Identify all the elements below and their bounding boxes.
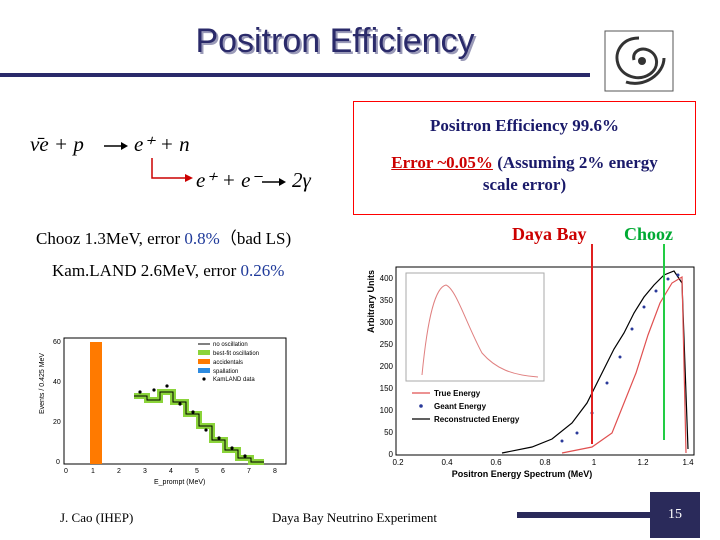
kamland-xtick: 1 bbox=[91, 468, 95, 475]
equation-lhs: ν̄e + p bbox=[30, 132, 84, 156]
spectrum-xtick: 0.6 bbox=[490, 458, 502, 467]
kamland-xtick: 7 bbox=[247, 468, 251, 475]
kamland-yticks: 0 20 40 60 bbox=[53, 339, 61, 466]
accidentals-bar bbox=[90, 342, 102, 464]
daya-bay-label: Daya Bay bbox=[512, 224, 587, 244]
footer-bar bbox=[517, 512, 650, 518]
positron-spectrum-plot: Arbitrary Units 0 50 100 150 200 250 300… bbox=[366, 266, 695, 479]
kamland-data-points bbox=[138, 384, 247, 458]
spectrum-xticks: 0.2 0.4 0.6 0.8 1 1.2 1.4 bbox=[392, 458, 694, 467]
title-underline bbox=[0, 73, 590, 77]
inset-plot bbox=[405, 272, 545, 382]
page-title: Positron Efficiency bbox=[195, 22, 475, 60]
spectrum-ytick: 150 bbox=[380, 384, 394, 393]
spectrum-ytick: 100 bbox=[380, 406, 394, 415]
kamland-ytick: 20 bbox=[53, 419, 61, 426]
page-number: 15 bbox=[650, 492, 700, 538]
legend-entry: accidentals bbox=[213, 360, 243, 366]
geant-energy-points bbox=[560, 273, 680, 443]
chooz-note: Chooz 1.3MeV, error 0.8%（bad LS) bbox=[36, 229, 292, 248]
spectrum-ytick: 350 bbox=[380, 296, 394, 305]
spectrum-xtick: 1.4 bbox=[682, 458, 694, 467]
spectrum-ytick: 200 bbox=[380, 362, 394, 371]
kamland-note: Kam.LAND 2.6MeV, error 0.26% bbox=[52, 261, 285, 280]
kamland-spectrum-plot: Events / 0.425 MeV 0 20 40 60 0 1 2 3 4 … bbox=[39, 337, 287, 486]
spectrum-yticks: 0 50 100 150 200 250 300 350 400 bbox=[380, 274, 394, 459]
spectrum-legend: True Energy Geant Energy Reconstructed E… bbox=[412, 389, 520, 424]
spectrum-xtick: 1 bbox=[592, 458, 597, 467]
error-assumption: (Assuming 2% energy bbox=[492, 153, 658, 172]
legend-entry: Reconstructed Energy bbox=[434, 415, 520, 424]
threshold-markers bbox=[591, 244, 665, 444]
kamland-ytick: 60 bbox=[53, 339, 61, 346]
legend-entry: True Energy bbox=[434, 389, 481, 398]
ihep-logo-icon bbox=[604, 30, 674, 92]
kamland-xtick: 0 bbox=[64, 468, 68, 475]
kamland-xtick: 6 bbox=[221, 468, 225, 475]
footer-author: J. Cao (IHEP) bbox=[60, 510, 134, 525]
kamland-ylabel: Events / 0.425 MeV bbox=[39, 353, 46, 414]
efficiency-value: Positron Efficiency 99.6% bbox=[429, 116, 620, 135]
spectrum-ytick: 0 bbox=[389, 450, 394, 459]
arrow-icon bbox=[104, 142, 128, 150]
spectrum-ylabel: Arbitrary Units bbox=[366, 270, 376, 333]
spectrum-ytick: 300 bbox=[380, 318, 394, 327]
true-energy-line bbox=[561, 275, 687, 454]
kamland-xtick: 8 bbox=[273, 468, 277, 475]
kamland-xtick: 3 bbox=[143, 468, 147, 475]
legend-entry: Geant Energy bbox=[434, 402, 487, 411]
kamland-xtick: 2 bbox=[117, 468, 121, 475]
error-assumption-cont: scale error) bbox=[482, 175, 567, 194]
kamland-ytick: 0 bbox=[56, 459, 60, 466]
arrow-icon bbox=[262, 178, 286, 186]
spectrum-xtick: 1.2 bbox=[637, 458, 649, 467]
spectrum-xtick: 0.8 bbox=[539, 458, 551, 467]
spectrum-ytick: 400 bbox=[380, 274, 394, 283]
kamland-legend: no oscillation best-fit oscillation acci… bbox=[198, 342, 259, 383]
spectrum-ytick: 250 bbox=[380, 340, 394, 349]
chooz-label: Chooz bbox=[624, 224, 673, 244]
bent-arrow-icon bbox=[151, 158, 193, 182]
legend-entry: no oscillation bbox=[213, 342, 248, 348]
error-note: Error ~0.05% (Assuming 2% energy scale e… bbox=[354, 152, 695, 196]
equation-annihilation: e⁺ + e⁻ bbox=[196, 168, 262, 192]
no-oscillation-line bbox=[134, 391, 264, 463]
kamland-ytick: 40 bbox=[53, 379, 61, 386]
equation-photons: 2γ bbox=[292, 168, 311, 192]
error-value: Error ~0.05% bbox=[391, 153, 493, 172]
kamland-xticks: 0 1 2 3 4 5 6 7 8 bbox=[64, 468, 277, 475]
legend-entry: best-fit oscillation bbox=[213, 351, 259, 357]
kamland-xlabel: E_prompt (MeV) bbox=[154, 479, 205, 486]
equation-rhs: e⁺ + n bbox=[134, 132, 190, 156]
kamland-xtick: 5 bbox=[195, 468, 199, 475]
spectrum-ytick: 50 bbox=[384, 428, 393, 437]
spectrum-xtick: 0.2 bbox=[392, 458, 404, 467]
reconstructed-energy-line bbox=[501, 270, 689, 454]
spectrum-xlabel: Positron Energy Spectrum (MeV) bbox=[452, 469, 593, 479]
efficiency-infobox: Positron Efficiency 99.6% Error ~0.05% (… bbox=[353, 101, 696, 215]
spectrum-xtick: 0.4 bbox=[441, 458, 453, 467]
kamland-xtick: 4 bbox=[169, 468, 173, 475]
legend-entry: spallation bbox=[213, 369, 238, 375]
footer-experiment: Daya Bay Neutrino Experiment bbox=[272, 510, 437, 525]
inset-curve bbox=[421, 284, 539, 378]
legend-entry: KamLAND data bbox=[213, 377, 255, 383]
